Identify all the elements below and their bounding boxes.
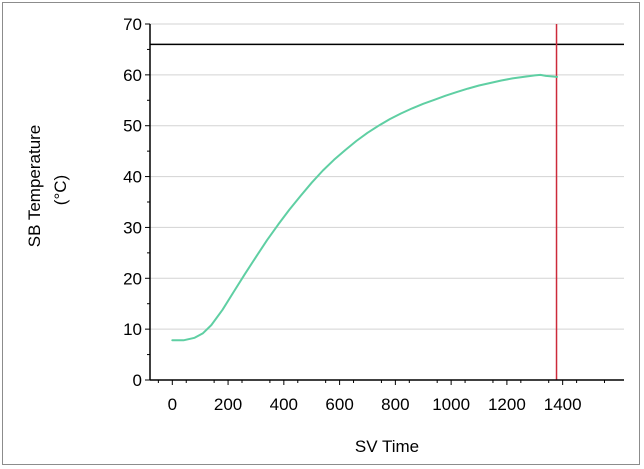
x-tick-label-600: 600 — [325, 395, 353, 414]
y-tick-label-50: 50 — [123, 117, 142, 136]
x-tick-label-400: 400 — [270, 395, 298, 414]
series-layer — [171, 73, 559, 342]
y-tick-label-10: 10 — [123, 320, 142, 339]
x-tick-label-1200: 1200 — [488, 395, 526, 414]
x-tick-label-1400: 1400 — [544, 395, 582, 414]
reference-lines — [150, 24, 624, 380]
y-axis-title-line-1: SB Temperature — [25, 125, 44, 248]
y-tick-label-0: 0 — [133, 371, 142, 390]
x-axis-title: SV Time — [355, 437, 419, 456]
plot-area — [150, 24, 624, 380]
y-tick-label-70: 70 — [123, 15, 142, 34]
axes: 0 10 20 30 40 50 60 70 0 200 400 600 800 1000 1200 1400 — [123, 15, 624, 414]
x-tick-label-200: 200 — [214, 395, 242, 414]
x-tick-label-1000: 1000 — [432, 395, 470, 414]
y-tick-label-20: 20 — [123, 269, 142, 288]
x-tick-label-0: 0 — [168, 395, 177, 414]
y-tick-label-40: 40 — [123, 168, 142, 187]
x-tick-label-800: 800 — [381, 395, 409, 414]
y-tick-label-30: 30 — [123, 218, 142, 237]
y-axis-title-line-2: (°C) — [51, 175, 70, 205]
series-line-0 — [171, 73, 559, 342]
y-tick-label-60: 60 — [123, 66, 142, 85]
